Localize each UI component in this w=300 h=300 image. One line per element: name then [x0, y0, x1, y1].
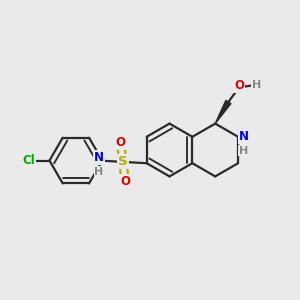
Text: O: O	[120, 175, 130, 188]
Text: Cl: Cl	[22, 154, 35, 167]
Polygon shape	[215, 100, 231, 124]
Text: N: N	[238, 130, 248, 143]
Text: H: H	[239, 146, 248, 156]
Text: O: O	[116, 136, 125, 148]
Text: S: S	[118, 155, 128, 168]
Text: H: H	[94, 167, 104, 177]
Text: H: H	[252, 80, 261, 90]
Text: N: N	[94, 151, 104, 164]
Text: O: O	[234, 80, 244, 92]
